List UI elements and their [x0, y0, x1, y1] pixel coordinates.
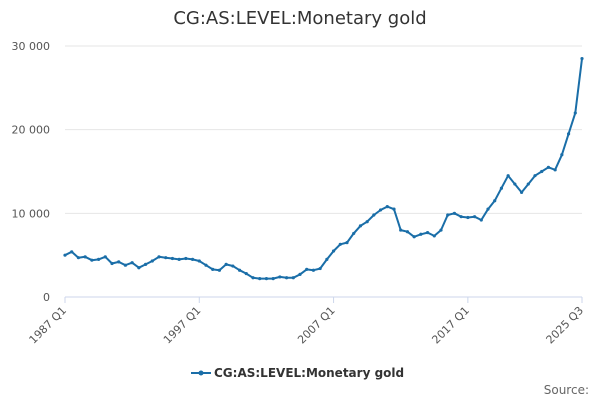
data-point[interactable]: [237, 268, 242, 272]
y-tick-label: 30 000: [12, 40, 51, 53]
data-point[interactable]: [103, 255, 107, 259]
data-point[interactable]: [499, 186, 504, 190]
data-point[interactable]: [177, 257, 181, 261]
data-point[interactable]: [184, 256, 188, 261]
data-point[interactable]: [197, 259, 201, 263]
y-tick-label: 0: [43, 291, 50, 304]
y-axis-tick-labels: 0 10 000 20 000 30 000: [12, 40, 51, 304]
x-tick-label: 2025 Q3: [544, 304, 587, 347]
data-point[interactable]: [291, 276, 295, 280]
data-point[interactable]: [331, 249, 336, 253]
x-tick-label: 1987 Q1: [27, 304, 70, 347]
data-point[interactable]: [251, 276, 255, 280]
data-point[interactable]: [170, 256, 175, 261]
data-point[interactable]: [345, 241, 349, 245]
data-point[interactable]: [157, 255, 161, 259]
data-point[interactable]: [244, 271, 248, 276]
data-point[interactable]: [318, 266, 322, 271]
data-point[interactable]: [164, 256, 168, 260]
data-point[interactable]: [63, 253, 67, 257]
data-point[interactable]: [258, 276, 262, 281]
data-point[interactable]: [486, 207, 490, 211]
data-point[interactable]: [204, 263, 208, 267]
data-point[interactable]: [298, 272, 302, 277]
data-point[interactable]: [372, 213, 376, 217]
data-point[interactable]: [231, 264, 235, 268]
data-point[interactable]: [452, 211, 457, 215]
y-tick-label: 20 000: [12, 124, 51, 137]
data-point[interactable]: [546, 165, 551, 169]
data-point[interactable]: [190, 257, 195, 261]
data-point[interactable]: [573, 111, 577, 115]
data-point[interactable]: [305, 267, 309, 271]
data-point[interactable]: [405, 230, 410, 234]
data-point[interactable]: [325, 257, 329, 261]
data-point[interactable]: [472, 215, 477, 219]
data-point[interactable]: [493, 199, 497, 203]
data-point[interactable]: [96, 257, 101, 261]
data-point[interactable]: [338, 242, 342, 246]
y-tick-label: 10 000: [12, 207, 51, 220]
data-point[interactable]: [412, 235, 416, 239]
data-point[interactable]: [385, 205, 389, 209]
data-point[interactable]: [466, 215, 470, 220]
data-point[interactable]: [540, 169, 544, 174]
data-point[interactable]: [137, 266, 141, 270]
gridlines: [65, 45, 582, 214]
data-point[interactable]: [352, 231, 356, 236]
data-point[interactable]: [150, 259, 154, 263]
data-point[interactable]: [217, 268, 222, 272]
data-point[interactable]: [123, 263, 128, 267]
data-point[interactable]: [83, 255, 87, 259]
data-point[interactable]: [446, 213, 450, 217]
source-credit[interactable]: Source:: [544, 383, 589, 397]
data-point[interactable]: [117, 260, 121, 264]
data-point[interactable]: [580, 56, 584, 61]
data-point[interactable]: [224, 262, 228, 266]
data-point[interactable]: [90, 258, 94, 262]
data-point[interactable]: [560, 153, 564, 157]
data-point[interactable]: [76, 256, 81, 260]
data-point[interactable]: [519, 190, 524, 195]
series-group: [63, 56, 584, 281]
data-point[interactable]: [365, 220, 369, 224]
data-point[interactable]: [284, 276, 289, 280]
data-point[interactable]: [506, 174, 510, 178]
data-point[interactable]: [425, 230, 430, 235]
data-point[interactable]: [271, 276, 275, 281]
data-point[interactable]: [533, 174, 537, 178]
data-point[interactable]: [566, 132, 571, 136]
data-point[interactable]: [70, 250, 74, 254]
data-point[interactable]: [264, 276, 269, 281]
x-tick-label: 2007 Q1: [295, 304, 338, 347]
data-point[interactable]: [439, 228, 443, 232]
data-point[interactable]: [311, 268, 316, 272]
data-point[interactable]: [211, 267, 215, 271]
x-axis-ticks: 1987 Q1 1997 Q1 2007 Q1 2017 Q1 2025 Q3: [27, 297, 587, 347]
data-point[interactable]: [526, 182, 530, 186]
data-point[interactable]: [553, 168, 557, 172]
data-point[interactable]: [378, 208, 383, 212]
data-point[interactable]: [432, 234, 436, 238]
data-point[interactable]: [479, 218, 483, 222]
x-tick-label: 2017 Q1: [429, 304, 472, 347]
data-point[interactable]: [392, 207, 396, 211]
data-point[interactable]: [278, 275, 282, 279]
data-point[interactable]: [130, 261, 134, 265]
data-point[interactable]: [459, 215, 463, 219]
legend[interactable]: CG:AS:LEVEL:Monetary gold: [191, 366, 404, 380]
data-point[interactable]: [110, 261, 114, 266]
legend-label[interactable]: CG:AS:LEVEL:Monetary gold: [214, 366, 404, 380]
chart-title: CG:AS:LEVEL:Monetary gold: [173, 8, 426, 29]
legend-marker-symbol: [198, 370, 204, 376]
data-point[interactable]: [419, 232, 423, 236]
series-line[interactable]: [64, 58, 583, 280]
data-point[interactable]: [513, 182, 517, 186]
data-point[interactable]: [358, 224, 363, 228]
data-point[interactable]: [399, 228, 403, 232]
x-tick-label: 1997 Q1: [161, 304, 204, 347]
data-point[interactable]: [143, 262, 148, 266]
